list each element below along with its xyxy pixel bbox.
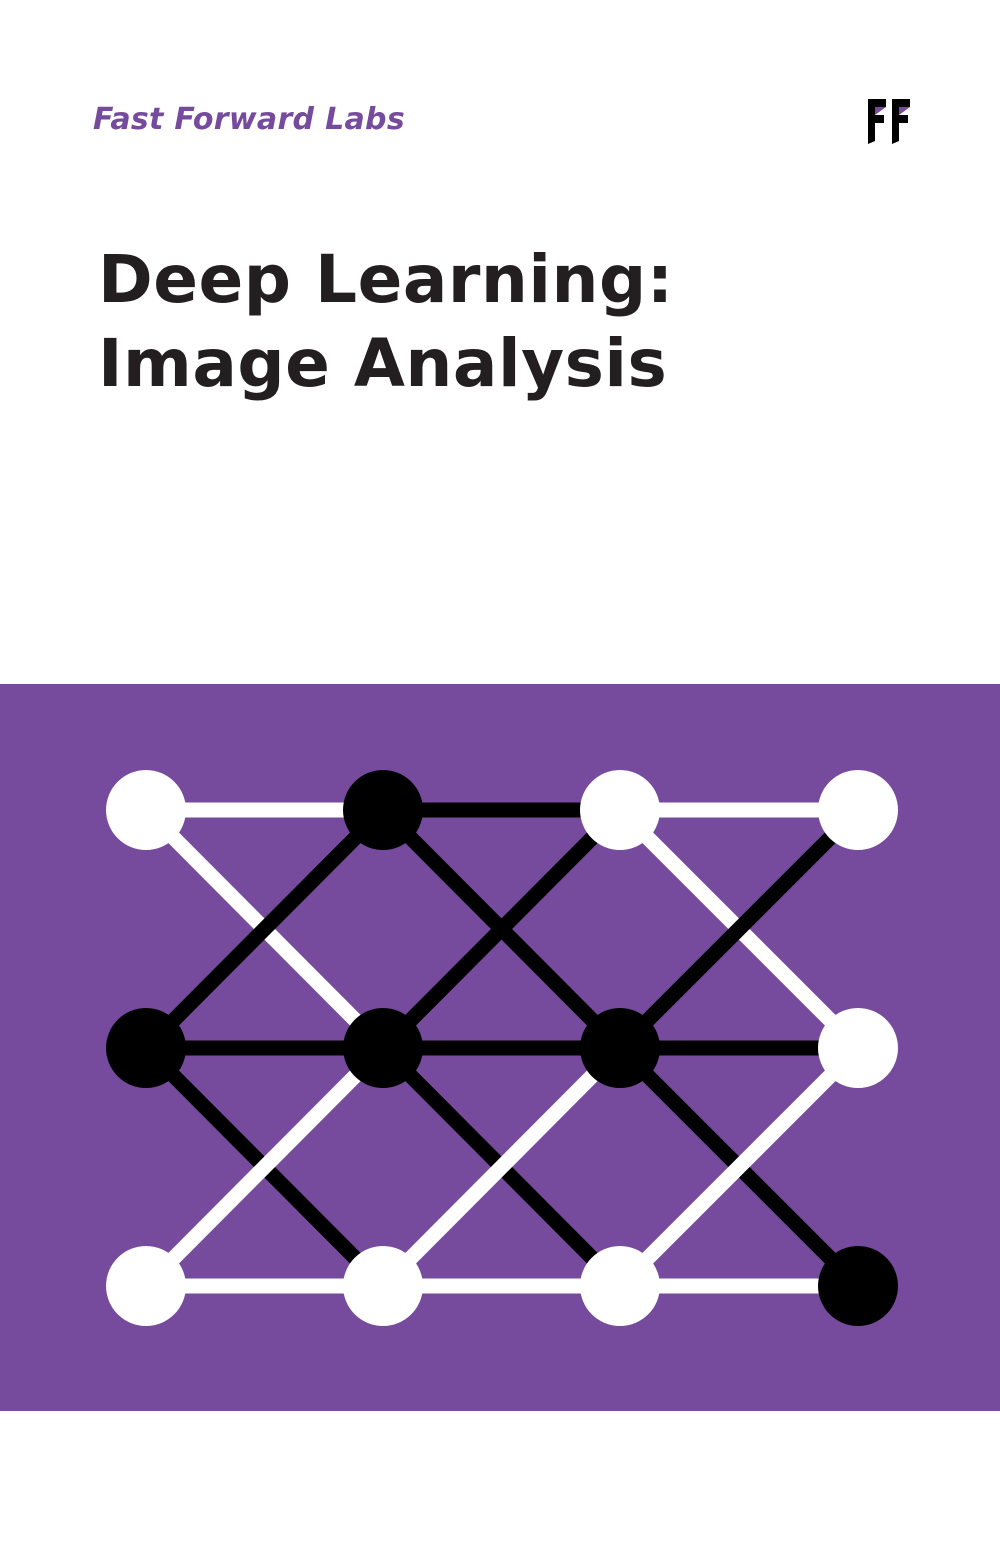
publisher-name: Fast Forward Labs (93, 102, 405, 137)
network-edge-12 (377, 804, 626, 1054)
network-edge-10 (140, 804, 389, 1054)
network-edge-14 (614, 804, 864, 1054)
book-title: Deep Learning: Image Analysis (98, 238, 674, 406)
network-edge-18 (377, 1042, 626, 1292)
title-line-2: Image Analysis (98, 325, 668, 402)
network-node-r2-c0 (106, 1246, 186, 1326)
ff-logo-icon (864, 96, 916, 144)
network-node-r0-c2 (580, 770, 660, 850)
network-node-r2-c2 (580, 1246, 660, 1326)
network-node-r0-c1 (343, 770, 423, 850)
network-edge-20 (614, 1042, 864, 1292)
title-line-1: Deep Learning: (98, 241, 674, 318)
network-node-r0-c3 (818, 770, 898, 850)
network-illustration-band (0, 684, 1000, 1411)
network-node-r2-c1 (343, 1246, 423, 1326)
network-node-r1-c2 (580, 1008, 660, 1088)
network-node-r1-c1 (343, 1008, 423, 1088)
network-node-r1-c0 (106, 1008, 186, 1088)
network-edge-16 (140, 1042, 389, 1292)
network-node-r0-c0 (106, 770, 186, 850)
network-node-r1-c3 (818, 1008, 898, 1088)
network-node-r2-c3 (818, 1246, 898, 1326)
neural-network-diagram (106, 770, 898, 1326)
